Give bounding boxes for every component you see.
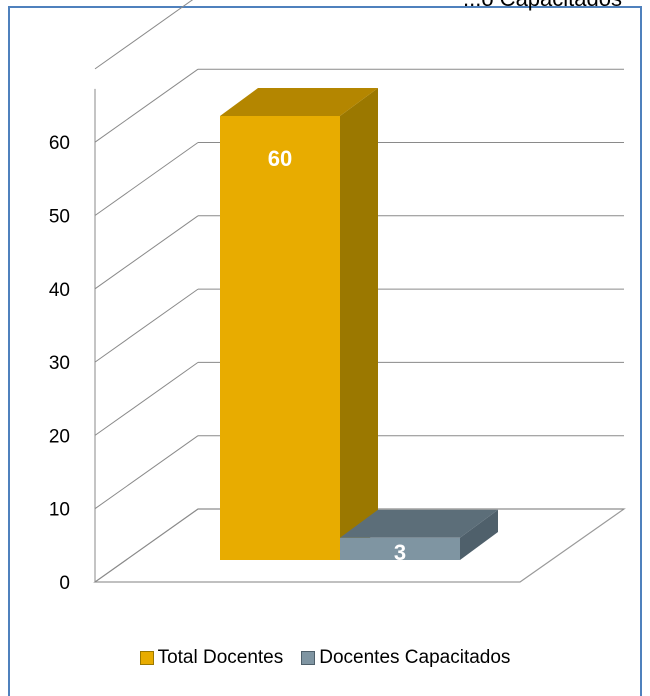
data-label: 60 — [268, 146, 292, 171]
legend-item-total-docentes: Total Docentes — [139, 647, 284, 669]
legend-label-docentes-capacitados: Docentes Capacitados — [319, 647, 511, 668]
y-tick-label: 0 — [59, 573, 70, 594]
legend-swatch-total-docentes — [139, 651, 154, 665]
y-tick-label: 40 — [49, 280, 70, 301]
legend-item-docentes-capacitados: Docentes Capacitados — [301, 647, 510, 669]
data-label: 3 — [394, 540, 406, 565]
y-tick-label: 50 — [49, 207, 70, 228]
bars-layer: 60 3 — [220, 88, 498, 565]
bar-docentes-capacitados — [340, 509, 498, 560]
y-tick-label: 20 — [49, 426, 70, 447]
gridline — [94, 0, 194, 70]
legend-swatch-docentes-capacitados — [301, 651, 316, 665]
legend: Total Docentes Docentes Capacitados — [0, 643, 650, 673]
y-axis-ticks: 0 10 20 30 40 50 60 — [49, 133, 70, 594]
y-tick-label: 30 — [49, 353, 70, 374]
y-tick-label: 60 — [49, 133, 70, 154]
chart-title: ...o Capacitados — [463, 0, 622, 11]
legend-label-total-docentes: Total Docentes — [157, 647, 284, 668]
gridline — [94, 68, 624, 143]
y-tick-label: 10 — [49, 500, 70, 521]
bar-total-docentes — [220, 88, 378, 560]
chart-frame — [8, 6, 642, 696]
